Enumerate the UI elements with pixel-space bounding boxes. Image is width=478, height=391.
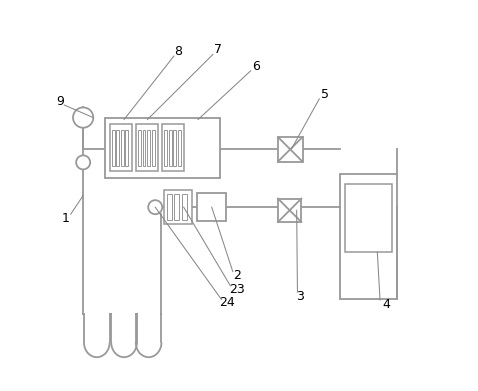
Bar	[121, 130, 124, 165]
Bar	[142, 130, 145, 165]
Text: 24: 24	[218, 296, 234, 309]
Text: 23: 23	[229, 283, 245, 296]
Bar	[164, 190, 192, 224]
Bar	[152, 130, 154, 165]
Text: 2: 2	[233, 269, 241, 282]
Bar	[138, 130, 141, 165]
Bar	[105, 118, 219, 178]
Bar	[278, 137, 303, 161]
Bar	[178, 130, 181, 165]
Bar	[162, 124, 185, 171]
Bar	[197, 193, 226, 221]
Bar	[340, 174, 397, 299]
Circle shape	[76, 155, 90, 169]
Bar	[174, 194, 179, 220]
Text: 1: 1	[61, 212, 69, 225]
Bar	[117, 130, 120, 165]
Bar	[109, 124, 132, 171]
Bar	[173, 130, 176, 165]
Bar	[346, 184, 392, 252]
Bar	[164, 130, 167, 165]
Bar	[169, 130, 172, 165]
Bar	[147, 130, 150, 165]
Bar	[136, 124, 158, 171]
Bar	[167, 194, 172, 220]
Text: 8: 8	[174, 45, 183, 58]
Bar	[182, 194, 187, 220]
Text: 9: 9	[56, 95, 65, 108]
Circle shape	[148, 200, 162, 214]
Text: 6: 6	[252, 61, 261, 74]
Bar	[278, 199, 301, 222]
Bar	[112, 130, 115, 165]
Text: 3: 3	[296, 290, 304, 303]
Text: 5: 5	[321, 88, 329, 101]
Text: 4: 4	[382, 298, 390, 311]
Text: 7: 7	[214, 43, 222, 56]
Bar	[125, 130, 129, 165]
Circle shape	[73, 108, 93, 128]
